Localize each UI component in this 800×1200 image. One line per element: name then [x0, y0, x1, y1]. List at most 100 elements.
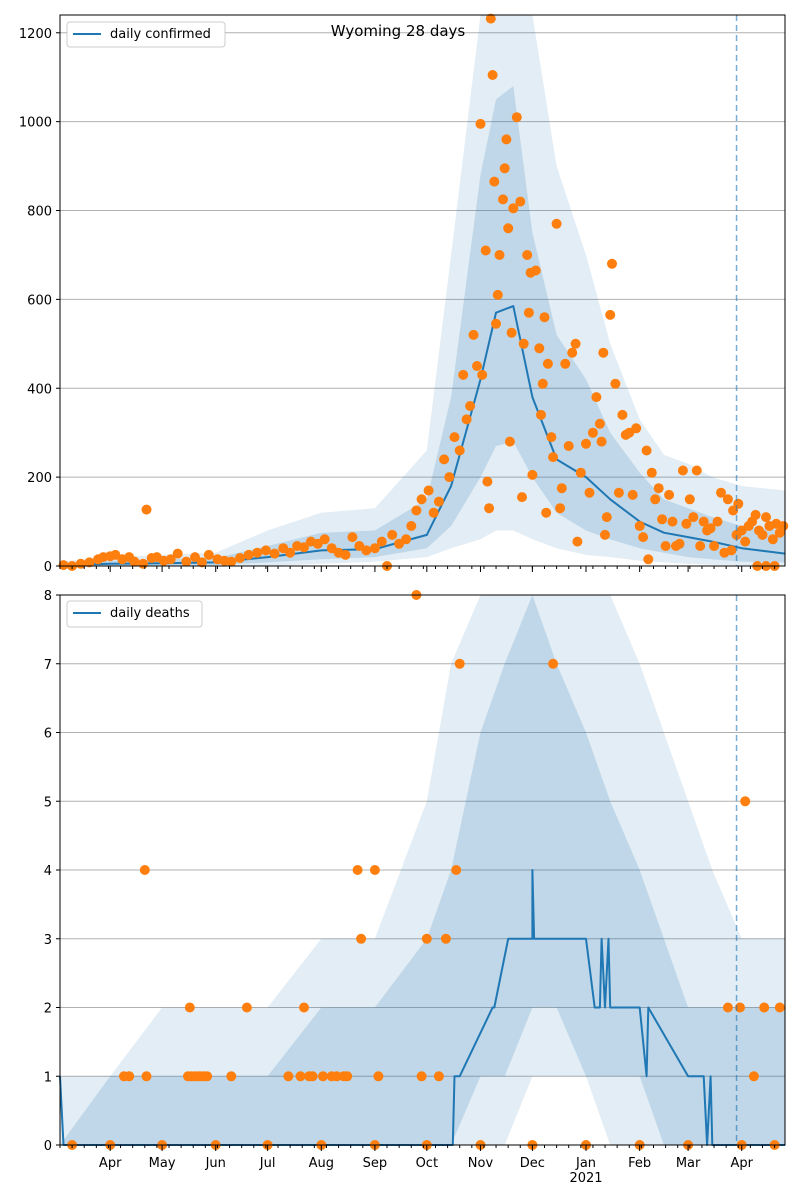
observed-point	[347, 532, 358, 543]
observed-point	[605, 309, 616, 320]
x-tick-label: Oct	[416, 1156, 438, 1171]
observed-point	[757, 529, 768, 540]
observed-point	[376, 536, 387, 547]
observed-point	[759, 1002, 770, 1013]
observed-point	[750, 509, 761, 520]
observed-point	[657, 514, 668, 525]
observed-point	[269, 548, 280, 559]
observed-point	[517, 492, 527, 503]
observed-point	[241, 1002, 252, 1013]
observed-point	[485, 13, 496, 24]
observed-point	[319, 534, 330, 545]
observed-point	[536, 409, 546, 420]
observed-point	[726, 545, 737, 556]
observed-point	[570, 338, 581, 349]
observed-point	[428, 507, 439, 518]
observed-point	[484, 503, 495, 514]
observed-point	[774, 1002, 785, 1013]
observed-point	[587, 427, 598, 438]
observed-point	[596, 436, 607, 447]
observed-point	[387, 529, 398, 540]
x-tick-label: Sep	[363, 1156, 388, 1171]
confirmed-x-ticks	[59, 566, 776, 572]
observed-point	[511, 112, 522, 123]
observed-point	[504, 436, 515, 447]
confirmed-legend-box	[66, 21, 226, 48]
observed-point	[373, 1071, 384, 1082]
observed-point	[416, 494, 427, 505]
observed-point	[646, 467, 657, 478]
observed-point	[477, 369, 488, 380]
observed-point	[423, 485, 434, 496]
observed-point	[641, 445, 652, 456]
observed-point	[451, 865, 462, 875]
observed-point	[356, 933, 367, 944]
observed-point	[664, 489, 675, 500]
y-tick-label: 1	[44, 1070, 52, 1085]
confirmed-panel: 0 200 400 600 800 1000 1200 Wyoming 28 days da…	[19, 13, 789, 575]
observed-point	[340, 549, 351, 560]
y-tick-label: 1200	[19, 27, 52, 42]
y-tick-label: 0	[44, 1139, 52, 1154]
observed-point	[465, 401, 476, 411]
observed-point	[523, 307, 534, 318]
observed-point	[361, 545, 372, 556]
observed-point	[499, 163, 510, 174]
observed-point	[439, 454, 450, 465]
observed-point	[546, 432, 557, 443]
observed-point	[84, 557, 95, 568]
observed-point	[299, 1002, 309, 1013]
observed-point	[591, 392, 602, 403]
observed-point	[575, 467, 586, 478]
deaths-panel: 0 1 2 3 4 5 6 7 8 Apr May Jun Jul Aug Sep Oct Nov Dec Jan…	[44, 589, 786, 1171]
observed-point	[650, 494, 661, 505]
x-tick-label: Feb	[628, 1156, 651, 1171]
observed-point	[740, 536, 751, 547]
observed-point	[539, 312, 550, 323]
observed-point	[598, 347, 609, 358]
observed-point	[551, 218, 562, 229]
observed-point	[735, 1002, 745, 1013]
x-tick-label: Jun	[205, 1156, 226, 1171]
confirmed-y-ticks: 0 200 400 600 800 1000 1200	[19, 27, 60, 575]
series-line	[59, 869, 785, 1146]
observed-point	[472, 361, 482, 371]
uncertainty-band	[60, 595, 785, 1145]
y-tick-label: 1000	[19, 116, 52, 131]
observed-point	[778, 521, 789, 531]
observed-point	[487, 70, 498, 80]
observed-point	[601, 512, 612, 523]
observed-point	[761, 512, 771, 523]
observed-point	[567, 347, 578, 358]
observed-point	[141, 504, 152, 515]
observed-point	[421, 933, 432, 944]
observed-point	[503, 223, 514, 234]
observed-point	[433, 1071, 444, 1082]
y-tick-label: 4	[44, 864, 52, 879]
observed-point	[508, 203, 519, 214]
observed-point	[572, 536, 583, 547]
observed-point	[124, 1071, 135, 1082]
observed-point	[722, 494, 733, 505]
observed-point	[695, 541, 706, 551]
observed-point	[537, 378, 548, 389]
observed-point	[406, 521, 417, 531]
observed-point	[530, 265, 541, 276]
observed-point	[416, 1071, 427, 1082]
observed-point	[653, 483, 664, 494]
y-tick-label: 8	[44, 589, 52, 604]
observed-point	[482, 476, 493, 487]
observed-point	[534, 343, 545, 354]
observed-point	[444, 472, 455, 483]
observed-point	[600, 529, 610, 540]
observed-point	[527, 469, 538, 480]
observed-point	[196, 557, 207, 568]
observed-point	[190, 552, 200, 563]
confirmed-axes-frame	[59, 14, 786, 567]
observed-point	[369, 865, 380, 875]
x-tick-label: Apr	[730, 1156, 753, 1171]
observed-point	[475, 118, 486, 129]
observed-point	[705, 523, 716, 534]
